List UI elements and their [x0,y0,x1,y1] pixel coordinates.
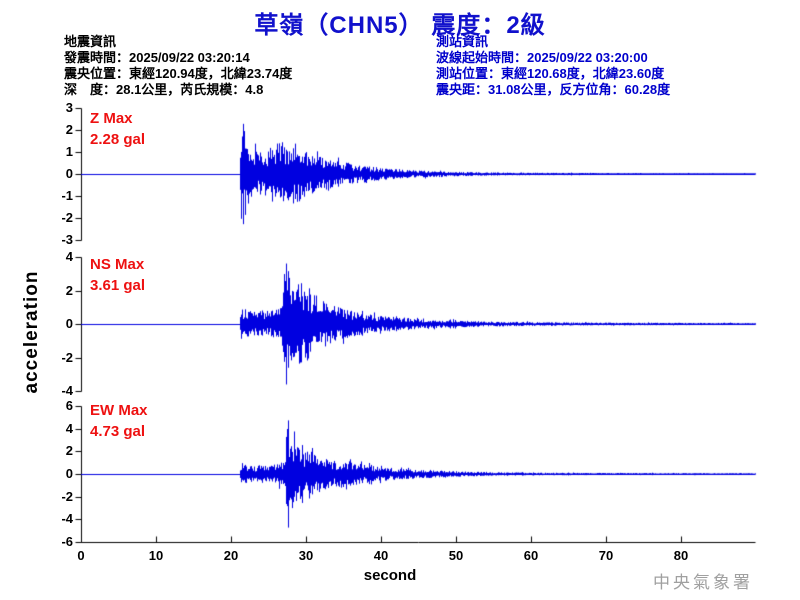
earthquake-depth-magnitude: 深 度：28.1公里，芮氏規模：4.8 [64,82,264,97]
station-record-start-time: 波線起始時間：2025/09/22 03:20:00 [436,50,648,65]
trace-max-value: 3.61 gal [90,277,146,294]
y-tick-label: -6 [61,533,73,549]
y-tick-label: -2 [61,488,73,504]
y-tick-label: -3 [61,232,73,247]
y-tick-label: -2 [61,210,73,225]
x-tick-label: 40 [373,548,389,563]
earthquake-info-heading: 地震資訊 [64,34,117,49]
y-tick-label: 0 [65,316,73,331]
x-axis-label: second [363,567,417,584]
x-tick-label: 0 [77,548,85,563]
earthquake-epicenter: 震央位置：東經120.94度，北緯23.74度 [64,66,293,81]
earthquake-origin-time: 發震時間：2025/09/22 03:20:14 [64,50,250,65]
x-tick-label: 70 [598,548,614,563]
y-tick-label: 4 [65,420,73,436]
x-tick-label: 60 [523,548,539,563]
x-tick-label: 50 [448,548,464,563]
trace-max-value: 4.73 gal [90,423,146,440]
agency-watermark: 中央氣象署 [653,573,753,592]
trace-max-label: EW Max [90,402,148,419]
page-title: 草嶺（CHN5） 震度：2級 [254,12,546,39]
station-location: 測站位置：東經120.68度，北緯23.60度 [436,66,665,81]
x-tick-label: 10 [148,548,164,563]
trace-max-label: Z Max [90,110,133,127]
y-tick-label: -4 [61,383,73,398]
y-tick-label: 3 [65,100,73,115]
y-tick-label: 0 [65,466,73,481]
station-info: 測站資訊 波線起始時間：2025/09/22 03:20:00 測站位置：東經1… [436,34,670,98]
earthquake-info: 地震資訊 發震時間：2025/09/22 03:20:14 震央位置：東經120… [64,34,292,98]
y-tick-label: 0 [65,166,73,181]
x-tick-label: 20 [223,548,239,563]
station-epicentral-distance: 震央距：31.08公里，反方位角：60.28度 [436,82,671,97]
trace-max-value: 2.28 gal [90,131,146,148]
y-tick-label: 2 [65,282,73,298]
y-tick-label: 4 [65,249,73,264]
x-tick-label: 80 [673,548,689,563]
y-tick-label: 2 [65,443,73,459]
y-tick-label: 2 [65,122,73,137]
y-tick-label: -4 [61,511,73,527]
trace-max-label: NS Max [90,256,145,273]
y-tick-label: -1 [61,188,73,203]
y-tick-label: 6 [65,398,73,413]
x-tick-label: 30 [298,548,314,563]
station-info-heading: 測站資訊 [436,34,489,49]
y-tick-label: -2 [61,349,73,365]
y-tick-label: 1 [65,144,73,159]
